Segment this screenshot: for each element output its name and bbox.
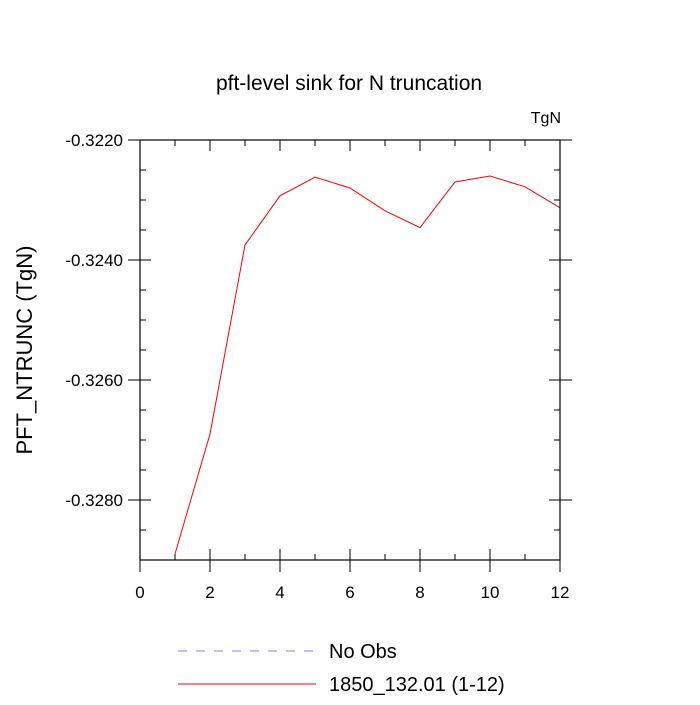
x-tick-label: 4 (275, 583, 284, 602)
y-tick-label: -0.3280 (65, 491, 123, 510)
x-tick-label: 8 (415, 583, 424, 602)
legend: No Obs 1850_132.01 (1-12) (178, 641, 505, 696)
plot-frame (139, 139, 561, 561)
y-tick-label: -0.3240 (65, 251, 123, 270)
x-tick-label: 6 (345, 583, 354, 602)
legend-label-series: 1850_132.01 (1-12) (329, 674, 505, 696)
series-layer (174, 175, 561, 555)
y-axis-label: PFT_NTRUNC (TgN) (12, 246, 37, 455)
chart-title: pft-level sink for N truncation (216, 72, 482, 95)
y-tick-label: -0.3220 (65, 131, 123, 150)
axis-ticks: 0 2 4 6 8 10 12 -0.3220 -0.3240 -0.3260 -0.3280 (65, 131, 572, 602)
x-tick-label: 10 (481, 583, 500, 602)
x-tick-label: 12 (551, 583, 570, 602)
series-line (174, 175, 561, 555)
y-tick-label: -0.3260 (65, 371, 123, 390)
legend-label-no-obs: No Obs (329, 641, 397, 663)
x-tick-label: 0 (135, 583, 144, 602)
x-tick-label: 2 (205, 583, 214, 602)
units-label: TgN (531, 110, 561, 127)
